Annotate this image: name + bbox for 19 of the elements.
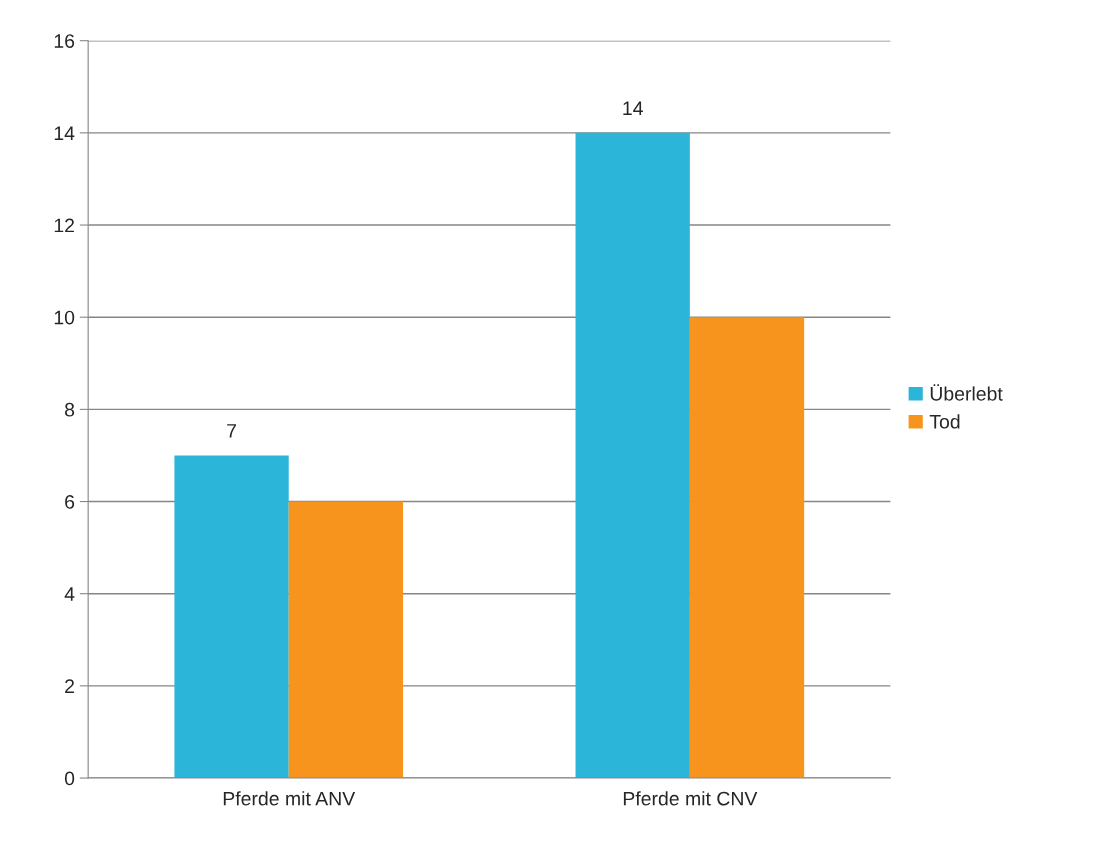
bar xyxy=(689,317,805,779)
y-tick-label: 0 xyxy=(64,771,75,786)
bar xyxy=(575,132,690,779)
y-tick-label: 16 xyxy=(54,34,75,48)
y-tick-label: 10 xyxy=(54,310,75,325)
y-tick-label: 12 xyxy=(54,218,74,233)
y-tick-label: 14 xyxy=(54,126,75,140)
y-tick-label: 4 xyxy=(64,587,75,601)
y-tick-label: 8 xyxy=(65,402,75,417)
data-label: 14 xyxy=(623,101,643,115)
legend-label: Überlebt xyxy=(930,384,1003,401)
data-label: 7 xyxy=(227,424,236,438)
y-tick-label: 2 xyxy=(65,679,74,693)
y-tick-label: 6 xyxy=(65,495,75,509)
bar xyxy=(288,501,404,779)
bar xyxy=(174,455,289,779)
x-tick-label: Pferde mit CNV xyxy=(623,791,758,806)
x-tick-label: Pferde mit ANV xyxy=(223,791,356,806)
legend-label: Tod xyxy=(929,414,960,429)
